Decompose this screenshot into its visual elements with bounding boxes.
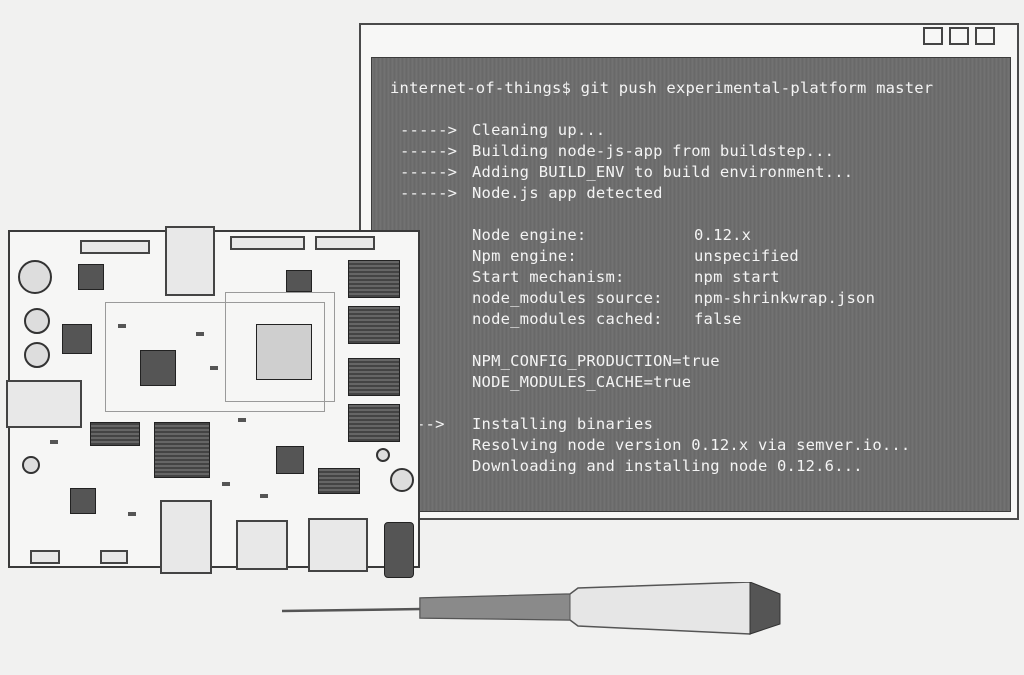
capacitor-icon	[376, 448, 390, 462]
memory-chip-icon	[348, 358, 400, 396]
power-jack-icon	[384, 522, 414, 578]
info-line: Start mechanism: npm start	[400, 267, 780, 288]
info-key: node_modules source:	[472, 289, 663, 307]
resistor-icon	[260, 494, 268, 498]
step-text: Building node-js-app from buildstep...	[472, 142, 835, 160]
capacitor-icon	[24, 342, 50, 368]
install-text: Resolving node version 0.12.x via semver…	[472, 436, 911, 454]
install-arrow: -->	[416, 415, 445, 433]
maximize-icon[interactable]	[949, 27, 969, 45]
info-value: false	[694, 310, 742, 328]
resistor-icon	[222, 482, 230, 486]
minimize-icon[interactable]	[923, 27, 943, 45]
resistor-icon	[118, 324, 126, 328]
ethernet-port	[6, 380, 82, 428]
resistor-icon	[196, 332, 204, 336]
info-key: Node engine:	[472, 226, 587, 244]
step-line: -----> Cleaning up...	[400, 120, 605, 141]
command-line: internet-of-things$ git push experimenta…	[390, 79, 934, 97]
info-key: Start mechanism:	[472, 268, 625, 286]
install-text: Installing binaries	[472, 415, 654, 433]
memory-chip-icon	[348, 260, 400, 298]
capacitor-icon	[24, 308, 50, 334]
install-text: Downloading and installing node 0.12.6..…	[472, 457, 863, 475]
chip-icon	[70, 488, 96, 514]
chip-icon	[154, 422, 210, 478]
switch-icon	[30, 550, 60, 564]
button-icon	[22, 456, 40, 474]
usb-port	[165, 226, 215, 296]
env-text: NODE_MODULES_CACHE=true	[472, 373, 692, 391]
resistor-icon	[128, 512, 136, 516]
step-text: Adding BUILD_ENV to build environment...	[472, 163, 854, 181]
memory-chip-icon	[348, 404, 400, 442]
connector-header	[230, 236, 305, 250]
step-arrow: ----->	[400, 163, 458, 181]
info-line: Node engine: 0.12.x	[400, 225, 751, 246]
resistor-icon	[50, 440, 58, 444]
step-text: Cleaning up...	[472, 121, 606, 139]
chip-icon	[140, 350, 176, 386]
trace-outline	[105, 302, 325, 412]
step-arrow: ----->	[400, 121, 458, 139]
screwdriver-cap	[749, 582, 781, 635]
info-key: Npm engine:	[472, 247, 577, 265]
usb-port	[160, 500, 212, 574]
step-line: -----> Building node-js-app from buildste…	[400, 141, 834, 162]
info-value: 0.12.x	[694, 226, 752, 244]
capacitor-icon	[390, 468, 414, 492]
chip-icon	[276, 446, 304, 474]
connector-header	[80, 240, 150, 254]
processor-icon	[256, 324, 312, 380]
info-value: npm-shrinkwrap.json	[694, 289, 876, 307]
info-line: node_modules cached: false	[400, 309, 742, 330]
info-line: node_modules source: npm-shrinkwrap.json	[400, 288, 875, 309]
battery-icon	[18, 260, 52, 294]
inductor-icon	[62, 324, 92, 354]
screwdriver-grip	[419, 593, 571, 621]
screwdriver-shaft	[281, 607, 423, 613]
terminal-window: internet-of-things$ git push experimenta…	[359, 23, 1019, 520]
chip-icon	[286, 270, 312, 292]
info-key: node_modules cached:	[472, 310, 663, 328]
circuit-board-icon	[6, 226, 420, 578]
install-line: Resolving node version 0.12.x via semver…	[400, 435, 910, 456]
close-icon[interactable]	[975, 27, 995, 45]
install-line: --> Installing binaries	[416, 414, 653, 435]
step-arrow: ----->	[400, 184, 458, 202]
chip-icon	[78, 264, 104, 290]
env-line: NPM_CONFIG_PRODUCTION=true	[400, 351, 720, 372]
info-value: npm start	[694, 268, 780, 286]
resistor-icon	[238, 418, 246, 422]
trace-outline	[225, 292, 335, 402]
step-line: -----> Node.js app detected	[400, 183, 663, 204]
chip-icon	[90, 422, 140, 446]
terminal-output[interactable]: internet-of-things$ git push experimenta…	[371, 57, 1011, 512]
info-value: unspecified	[694, 247, 799, 265]
hdmi-port	[236, 520, 288, 570]
connector-header	[315, 236, 375, 250]
info-line: Npm engine: unspecified	[400, 246, 799, 267]
usb-port	[308, 518, 368, 572]
step-line: -----> Adding BUILD_ENV to build environm…	[400, 162, 853, 183]
resistor-icon	[210, 366, 218, 370]
screwdriver-icon	[281, 582, 781, 635]
chip-icon	[318, 468, 360, 494]
memory-chip-icon	[348, 306, 400, 344]
step-arrow: ----->	[400, 142, 458, 160]
step-text: Node.js app detected	[472, 184, 663, 202]
env-line: NODE_MODULES_CACHE=true	[400, 372, 691, 393]
switch-icon	[100, 550, 128, 564]
install-line: Downloading and installing node 0.12.6..…	[400, 456, 863, 477]
env-text: NPM_CONFIG_PRODUCTION=true	[472, 352, 720, 370]
